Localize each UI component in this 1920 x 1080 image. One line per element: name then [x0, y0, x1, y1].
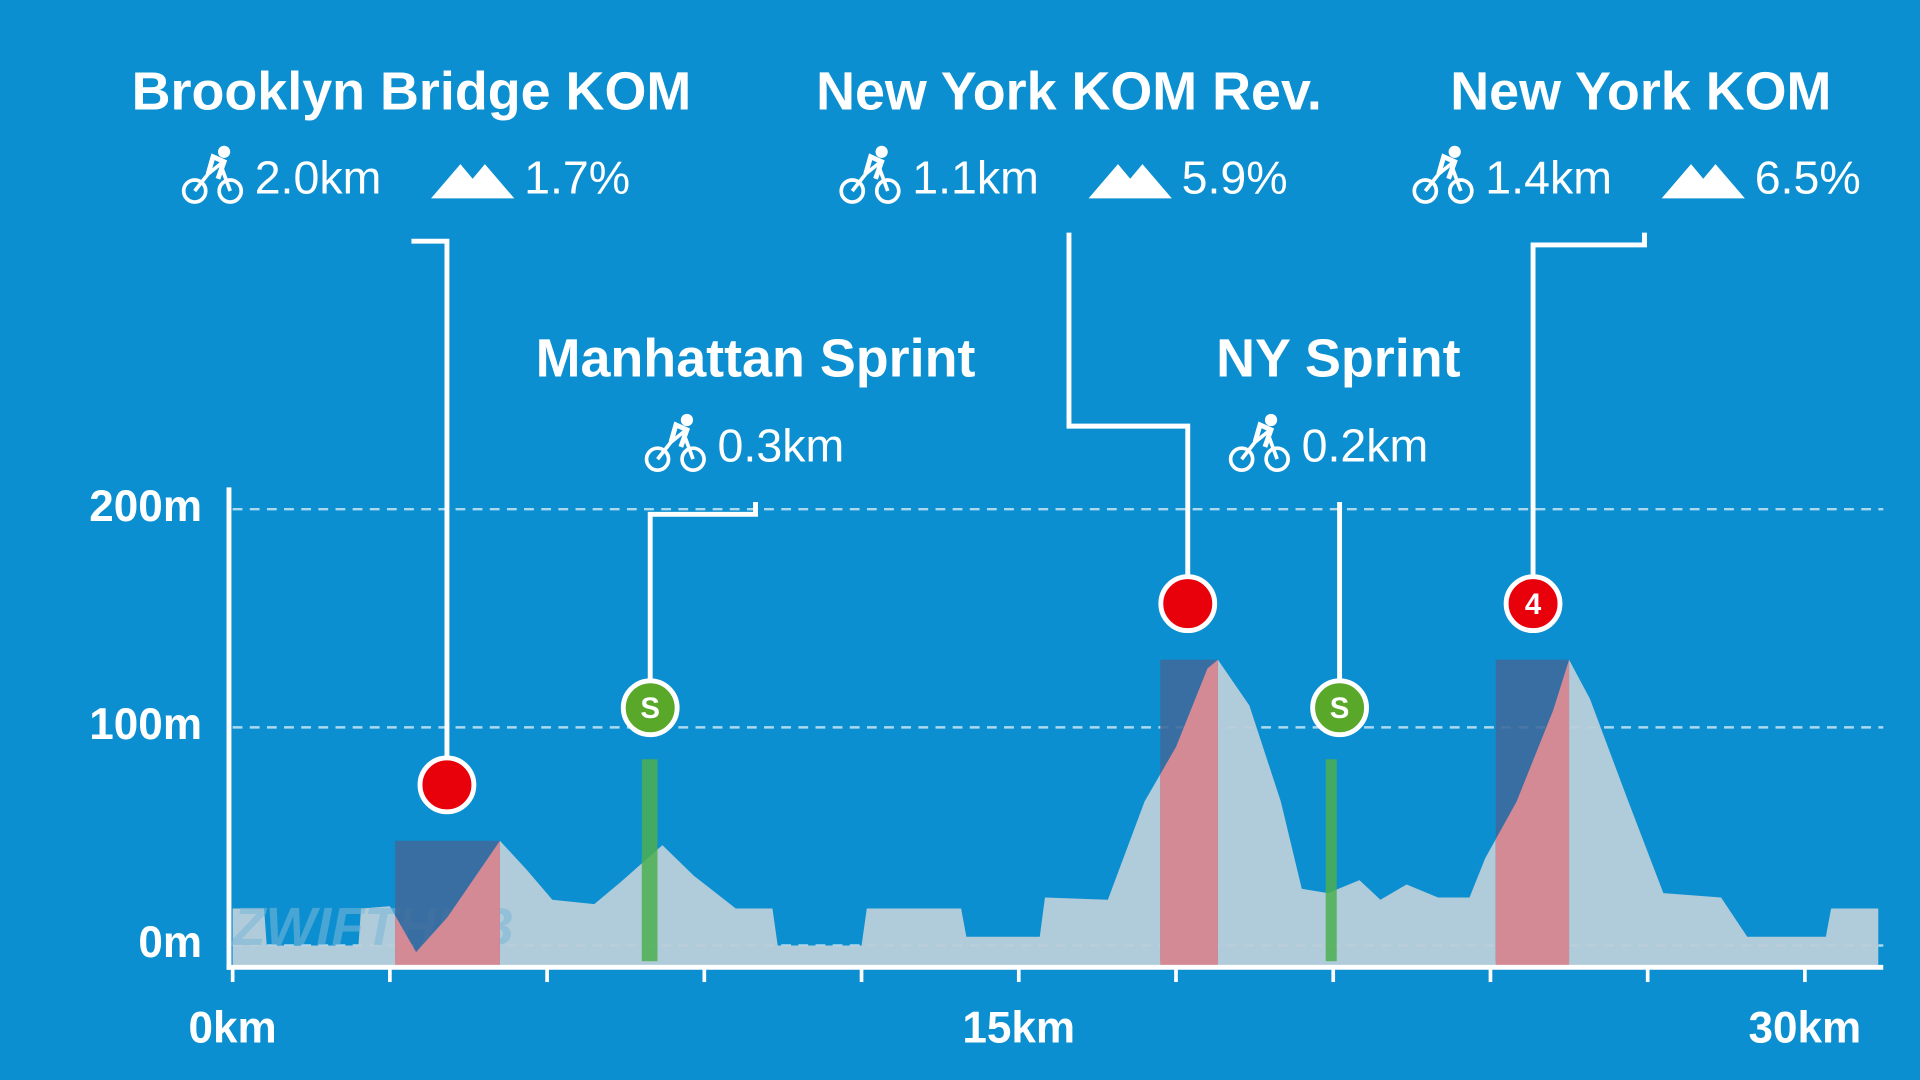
bike-rider-head [680, 413, 694, 427]
segment-grade: 1.7% [524, 152, 630, 204]
segment-badge: S [1330, 692, 1350, 725]
bike-rider-head [217, 145, 231, 158]
bike-wheel [217, 178, 244, 204]
bike-rider [668, 421, 691, 448]
y-tick-label: 200m [89, 482, 202, 531]
mountain-icon [431, 164, 515, 199]
bike-icon [1412, 145, 1474, 204]
bike-frame [193, 161, 232, 193]
bike-rider-head [875, 145, 888, 158]
leader-line [1530, 232, 1647, 577]
bike-wheel [1264, 446, 1291, 473]
segment-marker [1503, 574, 1563, 634]
bike-wheel [1228, 446, 1255, 473]
sprint-line [1325, 759, 1337, 962]
bike-frame [1423, 161, 1463, 193]
bike-icon [644, 413, 706, 473]
bike-wheel [874, 178, 901, 204]
segment-name: Manhattan Sprint [536, 329, 976, 389]
bike-wheel [181, 178, 208, 204]
segment-name: New York KOM [1450, 62, 1831, 122]
mountain-icon [1088, 164, 1172, 199]
x-tick-label: 0km [189, 1004, 277, 1053]
bike-wheel [839, 178, 866, 204]
bike-frame [1240, 429, 1279, 461]
x-tick-label: 30km [1749, 1004, 1862, 1053]
segment-badge: S [640, 692, 660, 725]
bike-wheel [644, 446, 671, 473]
bike-rider [205, 153, 228, 180]
y-tick-label: 0m [138, 918, 202, 967]
bike-icon [839, 145, 901, 204]
segment-length: 0.2km [1302, 420, 1429, 472]
bike-frame [850, 161, 890, 193]
leader-line [647, 502, 758, 681]
sprint-line [641, 759, 658, 962]
segment-marker [1158, 574, 1218, 634]
bike-rider [863, 153, 885, 180]
bike-wheel [1447, 178, 1474, 204]
segment-length: 2.0km [255, 152, 382, 204]
bike-rider [1436, 153, 1458, 180]
segment-marker [1310, 678, 1369, 738]
bike-icon [1228, 413, 1291, 473]
segment-length: 1.4km [1485, 152, 1612, 204]
bike-wheel [680, 446, 706, 473]
segment-name: New York KOM Rev. [816, 62, 1322, 122]
bike-rider-head [1448, 145, 1461, 158]
bike-rider [1252, 421, 1275, 448]
segment-length: 0.3km [718, 420, 845, 472]
leader-line [411, 238, 450, 758]
bike-wheel [1412, 178, 1439, 204]
segment-grade: 6.5% [1755, 152, 1861, 204]
y-tick-label: 100m [89, 700, 202, 749]
segment-marker [620, 678, 680, 738]
bike-rider-head [1264, 413, 1278, 427]
segment-name: NY Sprint [1216, 329, 1460, 389]
bike-icon [181, 145, 244, 204]
segment-marker [417, 755, 477, 815]
x-tick-label: 15km [962, 1004, 1075, 1053]
segment-grade: 5.9% [1182, 152, 1288, 204]
segment-name: Brooklyn Bridge KOM [132, 62, 692, 122]
mountain-icon [1661, 164, 1745, 199]
segment-badge: 4 [1525, 588, 1542, 621]
leader-line [1066, 232, 1191, 577]
bike-frame [656, 429, 695, 461]
segment-length: 1.1km [912, 152, 1039, 204]
